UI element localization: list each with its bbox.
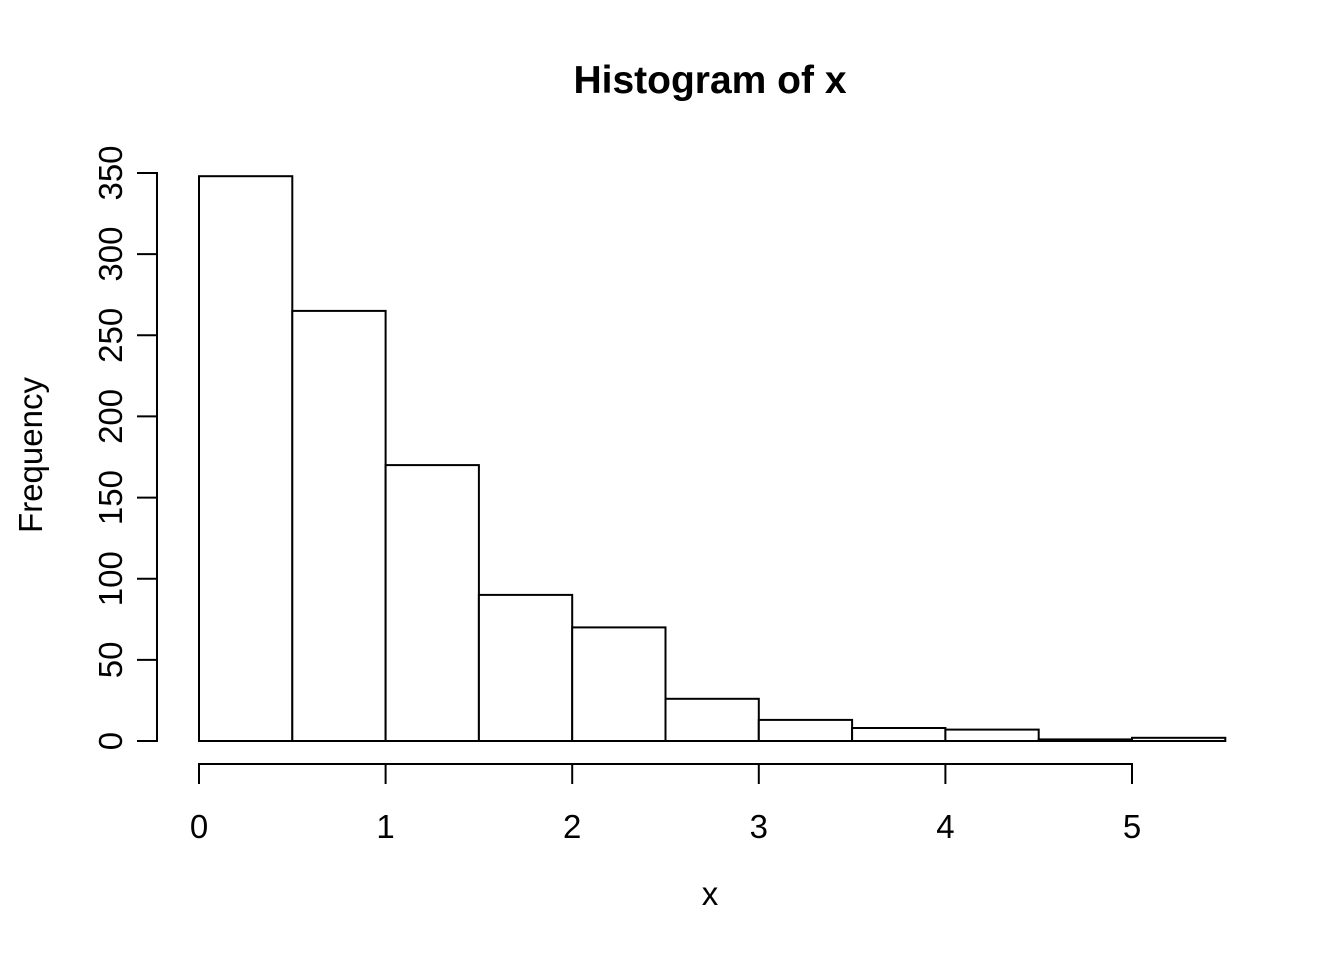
x-tick-label: 5: [1123, 808, 1141, 845]
histogram-bar: [477, 593, 574, 743]
y-axis-label: Frequency: [12, 377, 49, 533]
histogram-bar: [664, 697, 760, 742]
axes: 0 50 100 150 200 250 300 350 0 1 2 3 4 5: [92, 145, 1141, 845]
y-tick-label: 300: [92, 227, 129, 282]
x-tick-label: 3: [750, 808, 768, 845]
x-tick-label: 1: [376, 808, 394, 845]
x-axis-label: x: [702, 875, 719, 912]
y-tick-label: 50: [92, 642, 129, 679]
histogram-bar: [1131, 736, 1227, 742]
y-tick-label: 350: [92, 145, 129, 200]
histogram-bar: [1037, 738, 1133, 743]
y-tick-label: 150: [92, 470, 129, 525]
histogram-bar: [291, 309, 387, 742]
y-tick-label: 100: [92, 551, 129, 606]
histogram-bars: [198, 175, 1227, 743]
histogram-bar: [851, 727, 947, 742]
x-tick-label: 4: [936, 808, 954, 845]
y-tick-label: 250: [92, 308, 129, 363]
y-tick-label: 0: [92, 732, 129, 750]
histogram-bar: [757, 718, 854, 743]
histogram-bar: [384, 464, 480, 742]
histogram-bar: [198, 175, 294, 742]
x-tick-label: 0: [190, 808, 208, 845]
histogram-bar: [944, 728, 1040, 742]
y-tick-label: 200: [92, 389, 129, 444]
x-tick-label: 2: [563, 808, 581, 845]
histogram-bar: [571, 626, 667, 743]
chart-title: Histogram of x: [573, 59, 846, 102]
